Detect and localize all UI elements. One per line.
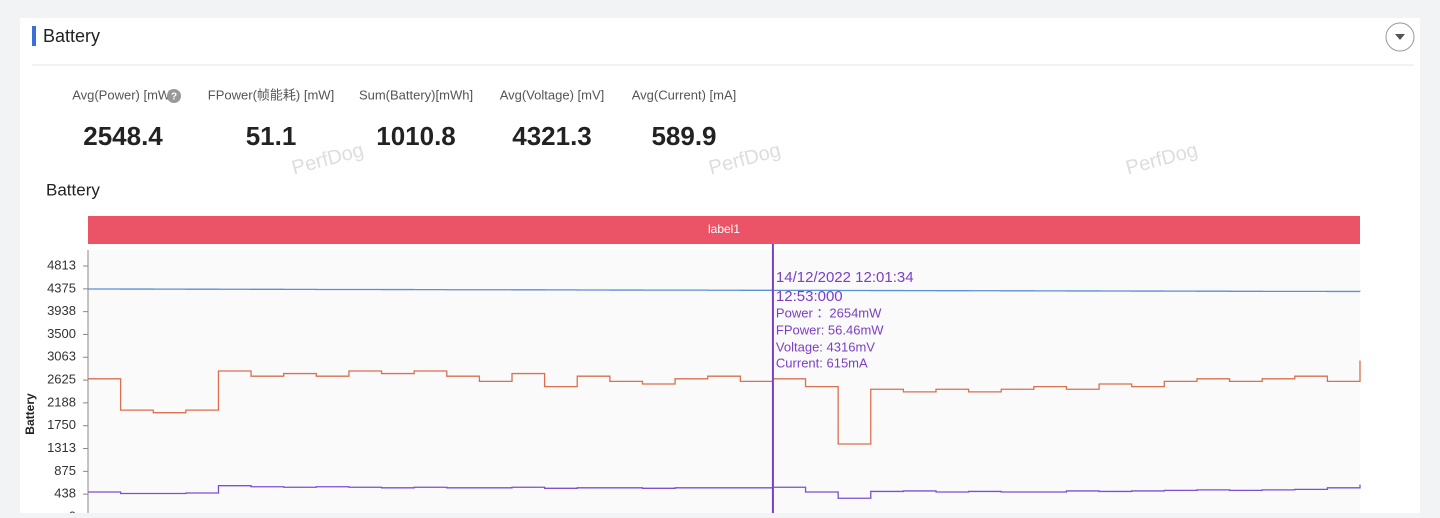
series-line	[88, 360, 1361, 445]
y-tick-label: 3063	[47, 349, 76, 364]
y-axis-label: Battery	[23, 393, 37, 435]
tooltip-line: 12:53:000	[776, 288, 843, 305]
stat-label: Avg(Current) [mA]	[632, 87, 737, 102]
y-tick-label: 3938	[47, 303, 76, 318]
tooltip-line: FPower: 56.46mW	[776, 322, 884, 337]
label-band	[88, 216, 1360, 244]
card-title: Battery	[43, 26, 100, 46]
plot-area	[88, 250, 1360, 518]
tooltip-line: Power ：2654mW	[776, 305, 882, 320]
series-line	[88, 288, 1361, 293]
y-tick-label: 1313	[47, 440, 76, 455]
tooltip-line: Voltage: 4316mV	[776, 339, 875, 354]
svg-text:?: ?	[171, 92, 177, 103]
y-tick-label: 4375	[47, 280, 76, 295]
stat-value: 1010.8	[376, 121, 456, 151]
help-icon[interactable]: ?	[167, 89, 181, 103]
collapse-button[interactable]	[1385, 22, 1415, 52]
stat-value: 51.1	[246, 121, 297, 151]
stat-label: Sum(Battery)[mWh]	[359, 87, 473, 102]
y-tick-label: 1750	[47, 417, 76, 432]
chart-title: Battery	[46, 180, 100, 199]
stat-value: 2548.4	[83, 121, 163, 151]
y-tick-label: 875	[54, 463, 76, 478]
band-label: label1	[708, 222, 740, 236]
stat-label: FPower(帧能耗) [mW]	[208, 87, 334, 102]
stat-value: 589.9	[651, 121, 716, 151]
y-tick-label: 2625	[47, 372, 76, 387]
tooltip-line: Current: 615mA	[776, 355, 868, 370]
stat-label: Avg(Power) [mW]	[72, 87, 174, 102]
y-tick-label: 3500	[47, 326, 76, 341]
title-marker	[32, 26, 36, 46]
stat-label: Avg(Voltage) [mV]	[500, 87, 605, 102]
tooltip-line: 14/12/2022 12:01:34	[776, 269, 914, 286]
y-tick-label: 0	[69, 508, 76, 513]
y-tick-label: 2188	[47, 394, 76, 409]
y-tick-label: 438	[54, 486, 76, 501]
stat-value: 4321.3	[512, 121, 592, 151]
y-tick-label: 4813	[47, 257, 76, 272]
